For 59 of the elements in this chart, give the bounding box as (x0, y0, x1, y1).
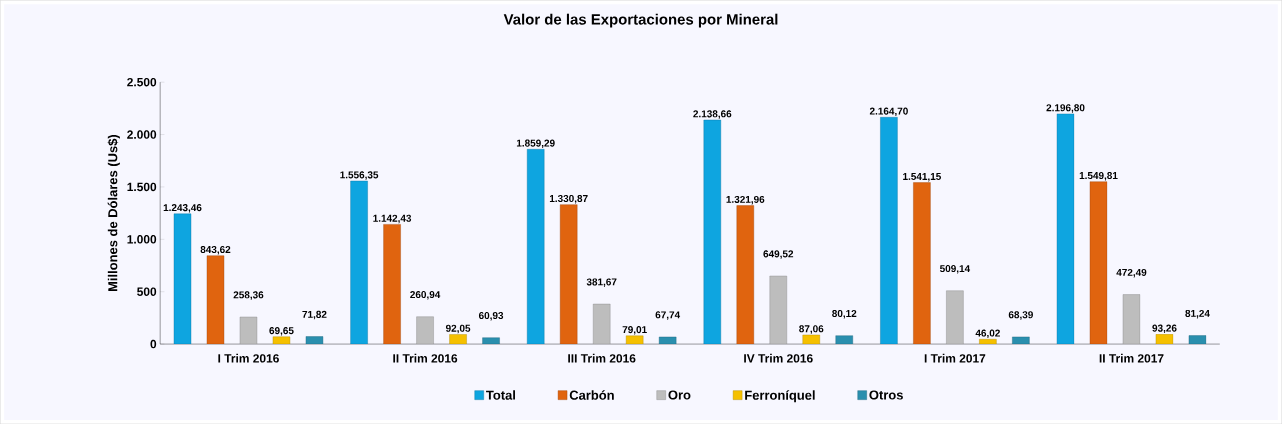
legend-label: Total (486, 390, 515, 400)
data-label: 67,74 (655, 311, 681, 320)
data-label: 69,65 (269, 326, 294, 336)
bar (559, 204, 578, 344)
data-label: 1.541,15 (903, 172, 941, 182)
data-label: 1.243,46 (163, 203, 202, 213)
data-label: 1.330,87 (549, 194, 588, 204)
x-tick-label: I Trim 2017 (924, 353, 986, 363)
bar (769, 275, 787, 344)
data-label: 46,02 (975, 329, 1000, 338)
x-tick-label: III Trim 2016 (568, 353, 636, 363)
data-label: 260,94 (410, 290, 441, 300)
data-label: 1.556,35 (340, 171, 379, 180)
legend-label: Otros (869, 390, 903, 400)
x-tick-label: I Trim 2016 (218, 353, 279, 363)
y-tick-label: 1.500 (127, 182, 157, 192)
x-tick-label: II Trim 2016 (393, 353, 458, 363)
bar (383, 224, 401, 344)
data-label: 60,93 (478, 311, 504, 321)
y-tick-label: 1.000 (127, 234, 157, 244)
data-label: 649,52 (763, 250, 794, 259)
data-label: 381,67 (586, 278, 617, 287)
bar (703, 119, 721, 344)
x-tick-label: IV Trim 2016 (744, 353, 813, 363)
bar (350, 180, 368, 344)
bar (946, 290, 964, 344)
bar (736, 205, 754, 344)
legend-label: Ferroníquel (745, 390, 815, 403)
y-tick-label: 2.000 (127, 130, 157, 139)
data-label: 2.138,66 (693, 110, 732, 119)
y-tick-label: 500 (137, 287, 157, 296)
y-axis-title: Millones de Dólares (Us$) (107, 134, 120, 291)
bar (880, 116, 898, 344)
bar (913, 182, 931, 344)
data-label: 1.142,43 (373, 214, 412, 224)
data-label: 79,01 (622, 325, 647, 335)
data-label: 68,39 (1008, 311, 1033, 320)
y-tick-label: 2.500 (127, 77, 157, 87)
data-label: 509,14 (939, 264, 971, 274)
data-label: 92,05 (445, 324, 471, 334)
data-label: 1.321,96 (726, 195, 765, 205)
y-tick-label: 0 (150, 339, 157, 349)
chart-title: Valor de las Exportaciones por Mineral (503, 13, 778, 28)
data-label: 1.549,81 (1079, 171, 1118, 181)
data-label: 258,36 (233, 291, 264, 300)
legend-label: Carbón (569, 390, 614, 400)
legend-label: Oro (668, 390, 691, 400)
data-label: 87,06 (799, 325, 824, 334)
data-label: 472,49 (1116, 268, 1147, 278)
bar (527, 148, 545, 344)
data-label: 843,62 (200, 245, 231, 255)
data-label: 1.859,29 (516, 139, 555, 148)
data-label: 80,12 (832, 309, 857, 319)
data-label: 81,24 (1185, 309, 1210, 319)
data-label: 2.196,80 (1046, 104, 1085, 113)
x-tick-label: II Trim 2017 (1099, 353, 1164, 363)
data-label: 71,82 (302, 310, 327, 320)
data-label: 2.164,70 (869, 107, 908, 116)
data-label: 93,26 (1152, 324, 1177, 333)
